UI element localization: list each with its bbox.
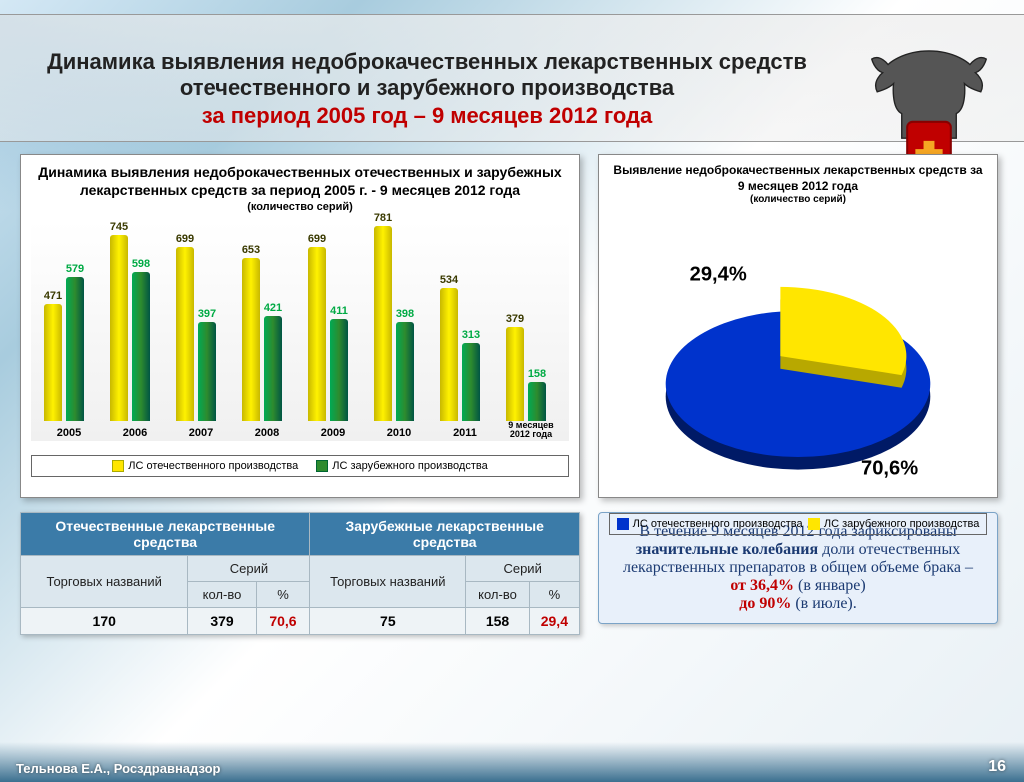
bar: 534 (440, 288, 458, 422)
summary-table: Отечественные лекарственные средства Зар… (20, 512, 580, 635)
table-subhead: Серий (466, 556, 580, 582)
bar-value-label: 699 (304, 233, 330, 245)
page-number: 16 (988, 758, 1006, 776)
bar-value-label: 158 (524, 368, 550, 380)
title-line1: Динамика выявления недоброкачественных л… (30, 49, 824, 101)
table-cell: 379 (188, 608, 256, 635)
bar-chart-subtitle: (количество серий) (31, 201, 569, 213)
footer-author: Тельнова Е.А., Росздравнадзор (16, 761, 220, 776)
table-subhead: кол-во (188, 582, 256, 608)
bar: 471 (44, 304, 62, 422)
bar-value-label: 471 (40, 290, 66, 302)
bar-chart-title: Динамика выявления недоброкачественных о… (31, 163, 569, 199)
bar: 598 (132, 272, 150, 422)
table-subhead: % (529, 582, 579, 608)
bar-value-label: 534 (436, 274, 462, 286)
bar: 653 (242, 258, 260, 421)
bar-category-label: 2005 (36, 427, 102, 439)
bar-value-label: 421 (260, 302, 286, 314)
bar-value-label: 397 (194, 308, 220, 320)
bar: 699 (308, 247, 326, 422)
bar-chart-legend: ЛС отечественного производства ЛС зарубе… (31, 455, 569, 477)
bar-value-label: 745 (106, 221, 132, 233)
bar: 781 (374, 226, 392, 421)
pie-chart-legend: ЛС отечественного производства ЛС зарубе… (609, 513, 987, 535)
pie-chart-area: 29,4% 70,6% (609, 205, 987, 512)
bar-value-label: 653 (238, 244, 264, 256)
svg-text:29,4%: 29,4% (690, 264, 747, 286)
bar-value-label: 411 (326, 305, 352, 317)
bar-category-label: 2006 (102, 427, 168, 439)
bar: 313 (462, 343, 480, 421)
bar-category-label: 2011 (432, 427, 498, 439)
title-line2: за период 2005 год – 9 месяцев 2012 года (30, 103, 824, 129)
bar: 398 (396, 322, 414, 422)
bar-category-label: 2009 (300, 427, 366, 439)
table-head: Отечественные лекарственные средства (21, 513, 310, 556)
bar-value-label: 598 (128, 258, 154, 270)
table-subhead: Серий (188, 556, 310, 582)
bar-value-label: 379 (502, 313, 528, 325)
bar: 397 (198, 322, 216, 421)
pie-chart-panel: Выявление недоброкачественных лекарствен… (598, 154, 998, 498)
bar: 421 (264, 316, 282, 421)
table-subhead: % (256, 582, 310, 608)
legend-item: ЛС отечественного производства (617, 518, 803, 530)
bar-value-label: 699 (172, 233, 198, 245)
pie-chart-title: Выявление недоброкачественных лекарствен… (609, 163, 987, 194)
bar-category-label: 9 месяцев 2012 года (498, 421, 564, 439)
table-cell: 170 (21, 608, 188, 635)
bar: 745 (110, 235, 128, 421)
table-cell: 70,6 (256, 608, 310, 635)
pie-chart-subtitle: (количество серий) (609, 194, 987, 205)
bar-chart-area: 4715792005745598200669939720076534212008… (31, 221, 569, 441)
legend-item: ЛС зарубежного производства (316, 460, 487, 472)
table-subhead: кол-во (466, 582, 529, 608)
bar-value-label: 313 (458, 329, 484, 341)
table-subhead: Торговых названий (310, 556, 466, 608)
table-subhead: Торговых названий (21, 556, 188, 608)
bar: 411 (330, 319, 348, 422)
bar-value-label: 579 (62, 263, 88, 275)
table-head: Зарубежные лекарственные средства (310, 513, 580, 556)
table-cell: 29,4 (529, 608, 579, 635)
svg-text:70,6%: 70,6% (861, 458, 918, 480)
table-cell: 158 (466, 608, 529, 635)
bar: 379 (506, 327, 524, 422)
bar-value-label: 781 (370, 212, 396, 224)
bar-chart-panel: Динамика выявления недоброкачественных о… (20, 154, 580, 498)
bar: 699 (176, 247, 194, 422)
bar-value-label: 398 (392, 308, 418, 320)
bar: 579 (66, 277, 84, 422)
bar-category-label: 2010 (366, 427, 432, 439)
legend-item: ЛС отечественного производства (112, 460, 298, 472)
bar-category-label: 2008 (234, 427, 300, 439)
bar: 158 (528, 382, 546, 422)
table-cell: 75 (310, 608, 466, 635)
bar-category-label: 2007 (168, 427, 234, 439)
legend-item: ЛС зарубежного производства (808, 518, 979, 530)
